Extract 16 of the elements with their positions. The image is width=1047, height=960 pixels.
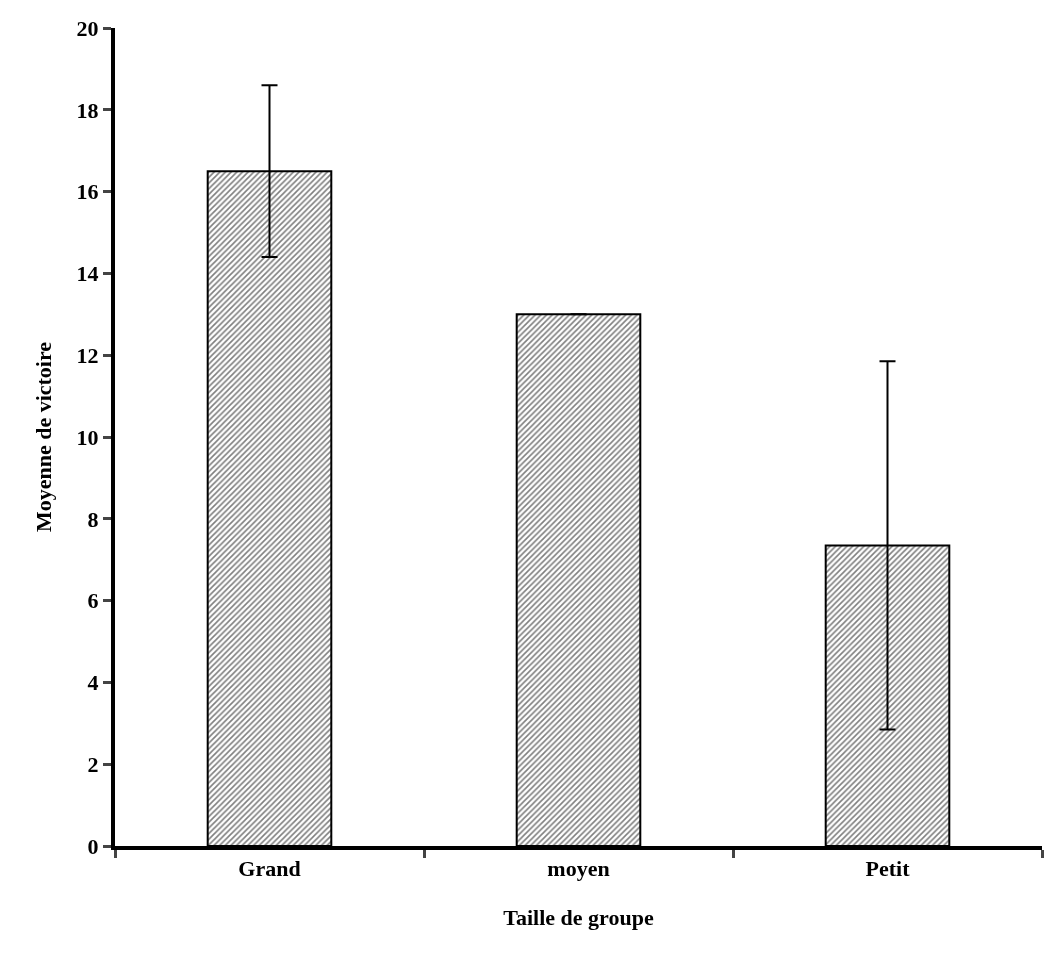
x-tick-label: moyen (547, 856, 610, 882)
x-tick-label: Grand (238, 856, 301, 882)
y-tick-label: 2 (87, 751, 99, 777)
y-axis-title: Moyenne de victoire (30, 341, 56, 533)
y-tick-label: 14 (76, 261, 99, 287)
y-tick-label: 0 (87, 833, 99, 859)
x-tick-label: Petit (865, 856, 911, 882)
y-tick-label: 16 (76, 179, 99, 205)
y-tick-label: 12 (76, 342, 99, 368)
y-tick-label: 8 (87, 506, 99, 532)
y-tick-label: 18 (76, 97, 99, 123)
x-axis-title: Taille de groupe (503, 904, 654, 930)
y-tick-label: 20 (76, 15, 99, 41)
y-tick-label: 10 (76, 424, 99, 450)
y-tick-label: 6 (87, 588, 99, 614)
y-tick-label: 4 (87, 670, 99, 696)
